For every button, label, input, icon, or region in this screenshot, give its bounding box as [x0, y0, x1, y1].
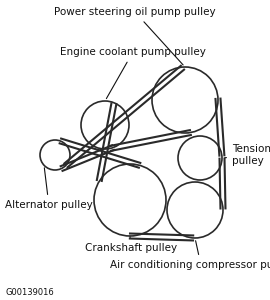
Text: Power steering oil pump pulley: Power steering oil pump pulley	[54, 7, 216, 65]
Text: Air conditioning compressor pulley: Air conditioning compressor pulley	[110, 241, 270, 270]
Text: Engine coolant pump pulley: Engine coolant pump pulley	[60, 47, 206, 99]
Text: Crankshaft pulley: Crankshaft pulley	[85, 236, 177, 253]
Text: Alternator pulley: Alternator pulley	[5, 168, 93, 210]
Text: G00139016: G00139016	[5, 288, 54, 297]
Text: Tensioner
pulley: Tensioner pulley	[225, 144, 270, 166]
